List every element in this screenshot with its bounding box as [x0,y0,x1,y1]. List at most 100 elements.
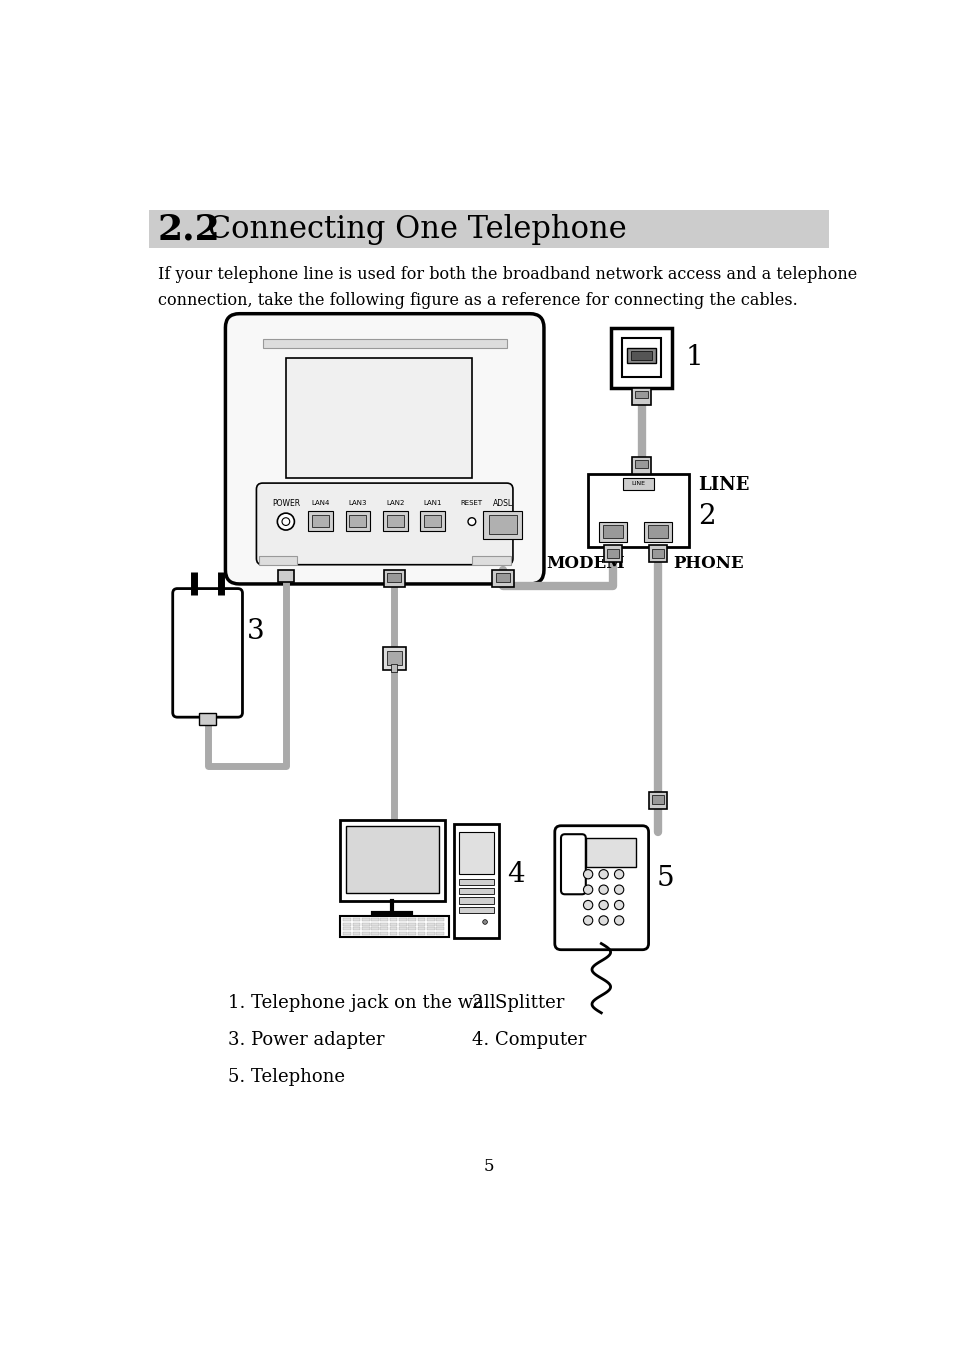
Bar [199,713,216,725]
Text: 4. Computer: 4. Computer [472,1030,586,1049]
Circle shape [482,919,487,925]
Bar [648,792,666,809]
Bar [361,918,369,921]
Bar [353,918,360,921]
Bar [622,478,654,490]
Bar [454,825,498,938]
Bar [651,548,663,558]
Text: LAN3: LAN3 [349,500,367,506]
Bar [621,339,660,377]
Bar [382,647,406,670]
FancyBboxPatch shape [555,826,648,949]
Bar [390,931,397,936]
Text: 5: 5 [483,1158,494,1176]
Circle shape [277,513,294,531]
Circle shape [598,915,608,925]
Bar [340,821,444,902]
Bar [386,514,403,526]
Bar [361,931,369,936]
Bar [383,570,405,587]
Bar [408,918,416,921]
Bar [651,795,663,805]
Bar [459,832,493,875]
Bar [398,923,406,926]
Circle shape [614,869,623,879]
Bar [630,351,652,360]
Bar [262,339,506,348]
Bar [419,510,444,531]
Bar [408,923,416,926]
Bar [585,838,636,867]
Bar [343,923,351,926]
Circle shape [583,915,592,925]
Bar [635,460,647,467]
Bar [371,923,378,926]
Text: 3: 3 [247,618,265,645]
Bar [278,570,294,582]
Bar [353,931,360,936]
Bar [345,826,439,894]
Text: PHONE: PHONE [672,555,742,572]
Text: LAN4: LAN4 [312,500,330,506]
Bar [353,927,360,930]
FancyBboxPatch shape [256,483,513,564]
Text: 2.2: 2.2 [158,213,220,247]
Bar [343,931,351,936]
Bar [632,456,650,474]
Circle shape [614,886,623,894]
Bar [353,923,360,926]
Bar [390,923,397,926]
Bar [648,545,666,563]
Bar [459,898,493,903]
Bar [423,514,440,526]
Bar [398,918,406,921]
Bar [408,927,416,930]
Text: 1. Telephone jack on the wall: 1. Telephone jack on the wall [228,994,495,1011]
Text: ADSL: ADSL [493,498,513,508]
Bar [380,931,388,936]
Bar [626,347,656,363]
Bar [606,548,618,558]
Bar [398,931,406,936]
Bar [483,510,521,539]
Circle shape [598,900,608,910]
Circle shape [583,886,592,894]
Bar [427,918,435,921]
Text: POWER: POWER [272,498,299,508]
Text: 2: 2 [698,502,715,529]
Bar [371,918,378,921]
Bar [632,387,650,405]
FancyBboxPatch shape [172,589,242,717]
Text: 4: 4 [506,861,524,888]
Bar [603,545,621,563]
Circle shape [468,518,476,525]
Bar [286,358,472,478]
Text: 3. Power adapter: 3. Power adapter [228,1030,384,1049]
Circle shape [598,886,608,894]
Bar [436,927,443,930]
Bar [427,923,435,926]
Text: 2. Splitter: 2. Splitter [472,994,563,1011]
Bar [436,923,443,926]
Bar [611,328,671,387]
FancyBboxPatch shape [225,313,543,585]
Bar [459,888,493,894]
Text: RESET: RESET [460,500,482,506]
Bar [343,918,351,921]
Bar [371,931,378,936]
Bar [361,923,369,926]
Text: If your telephone line is used for both the broadband network access and a telep: If your telephone line is used for both … [158,266,857,309]
Text: 5: 5 [656,864,673,891]
FancyBboxPatch shape [560,834,585,894]
Bar [258,556,297,566]
Bar [386,651,402,664]
Bar [408,931,416,936]
Circle shape [614,900,623,910]
Bar [380,927,388,930]
Circle shape [583,900,592,910]
Text: LAN2: LAN2 [386,500,404,506]
Bar [361,927,369,930]
Bar [349,514,366,526]
Bar [390,918,397,921]
Bar [390,927,397,930]
